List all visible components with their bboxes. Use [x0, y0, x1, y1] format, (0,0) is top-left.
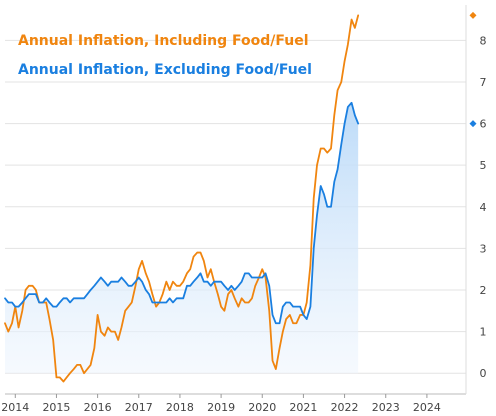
excluding-food-fuel-area — [5, 102, 359, 374]
y-tick-label: 7 — [480, 76, 487, 89]
excluding-food-fuel-end-marker — [469, 120, 477, 128]
axes: 0 1 2 3 4 5 6 7 8 2014 2015 2016 2017 2018 2019 2020 202… — [1, 5, 487, 414]
x-tick-label: 2018 — [166, 401, 194, 414]
excluding-food-fuel-line — [4, 101, 360, 325]
including-food-fuel-legend-label: Annual Inflation, Including Food/Fuel — [18, 33, 309, 49]
x-tick-label: 2015 — [42, 401, 70, 414]
x-tick-label: 2017 — [125, 401, 153, 414]
x-tick-label: 2019 — [207, 401, 235, 414]
series-lines — [4, 11, 477, 383]
y-tick-label: 6 — [480, 118, 487, 131]
including-food-fuel-line — [4, 14, 360, 383]
y-tick-label: 3 — [480, 242, 487, 255]
y-tick-label: 1 — [480, 326, 487, 339]
legend: Annual Inflation, Including Food/Fuel Ann… — [18, 33, 312, 78]
x-tick-label: 2022 — [331, 401, 359, 414]
x-tick-label: 2023 — [372, 401, 400, 414]
y-tick-label: 8 — [480, 34, 487, 47]
excluding-food-fuel-legend-label: Annual Inflation, Excluding Food/Fuel — [18, 62, 312, 78]
including-food-fuel-end-marker — [469, 11, 477, 19]
x-tick-label: 2024 — [413, 401, 441, 414]
y-tick-label: 2 — [480, 284, 487, 297]
area-fill — [5, 102, 359, 374]
y-tick-label: 0 — [480, 367, 487, 380]
y-tick-label: 5 — [480, 159, 487, 172]
x-tick-label: 2016 — [84, 401, 112, 414]
y-tick-label: 4 — [480, 201, 487, 214]
x-tick-label: 2020 — [248, 401, 276, 414]
x-tick-label: 2014 — [1, 401, 29, 414]
x-tick-label: 2021 — [289, 401, 317, 414]
